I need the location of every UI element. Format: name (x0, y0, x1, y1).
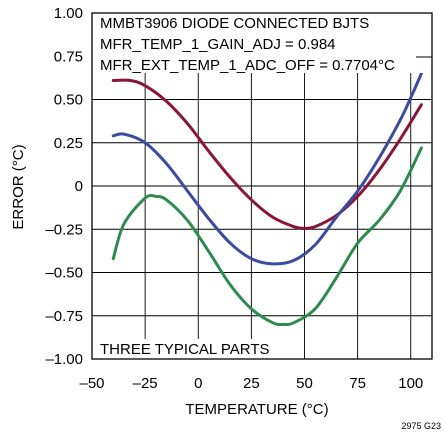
y-tick-label: 0.50 (54, 92, 83, 109)
x-axis-title: TEMPERATURE (°C) (185, 401, 328, 418)
x-tick-label: 75 (349, 375, 366, 392)
y-tick-label: 0.75 (54, 48, 83, 65)
y-axis-title: ERROR (°C) (10, 144, 27, 229)
x-tick-label: 25 (243, 375, 260, 392)
y-tick-label: –0.25 (45, 221, 83, 238)
title-box (92, 13, 432, 73)
series-blue-line (111, 72, 423, 266)
plot-frame (91, 12, 433, 360)
figure-id: 2975 G23 (401, 421, 441, 431)
x-tick-label: 0 (194, 375, 202, 392)
y-tick-label: 1.00 (54, 5, 83, 22)
x-tick-label: 100 (398, 375, 423, 392)
x-tick-label: –50 (79, 375, 104, 392)
y-tick-label: 0 (75, 178, 83, 195)
series-red-line (111, 78, 423, 230)
bottom-label-box (92, 339, 276, 359)
series-green-line (111, 146, 423, 327)
y-tick-label: –0.75 (45, 308, 83, 325)
y-tick-label: –1.00 (45, 351, 83, 368)
x-tick-label: –25 (133, 375, 158, 392)
x-tick-labels: –50 –25 0 25 50 75 100 (79, 375, 423, 392)
annotation-title-line3: MFR_EXT_TEMP_1_ADC_OFF = 0.7704°C (100, 57, 395, 74)
annotation-bottom-label: THREE TYPICAL PARTS (100, 341, 270, 358)
annotation-title-line2: MFR_TEMP_1_GAIN_ADJ = 0.984 (100, 36, 336, 53)
y-tick-label: –0.50 (45, 265, 83, 282)
y-tick-label: 0.25 (54, 135, 83, 152)
x-tick-label: 50 (296, 375, 313, 392)
y-tick-labels: 1.00 0.75 0.50 0.25 0 –0.25 –0.50 –0.75 –1.00 (45, 5, 83, 368)
series-group (111, 72, 423, 327)
annotation-title-line1: MMBT3906 DIODE CONNECTED BJTS (100, 15, 369, 32)
plot-border (91, 12, 433, 360)
